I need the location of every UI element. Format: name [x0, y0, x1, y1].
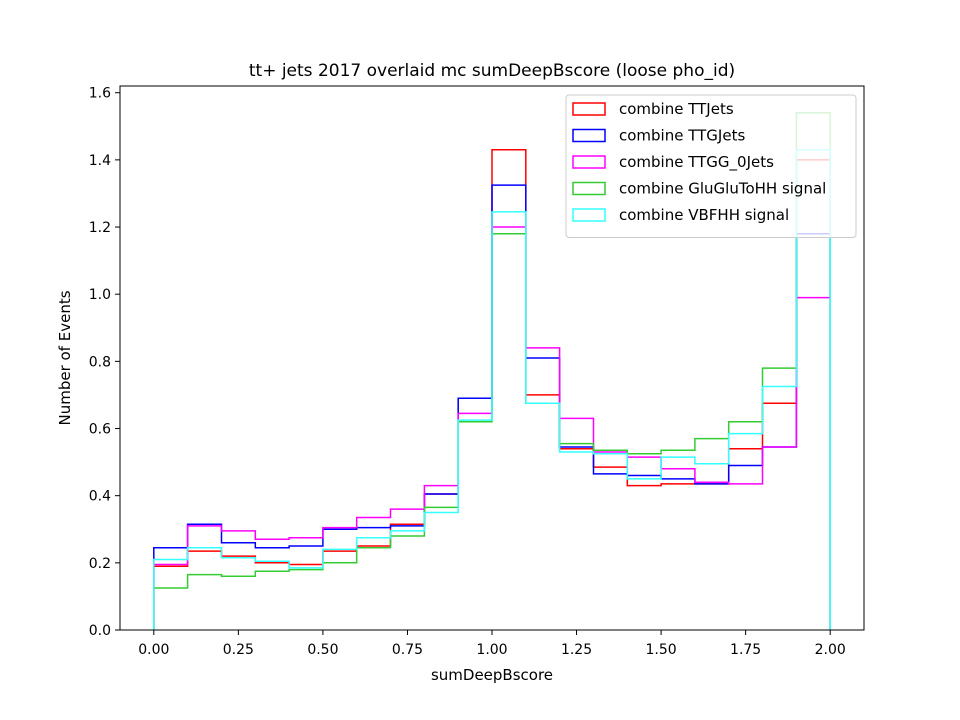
y-axis: 0.0 0.2 0.4 0.6 0.8 1.0 1.2 1.4 1.6 [89, 86, 120, 639]
x-tick-label: 1.75 [730, 642, 761, 658]
x-tick-label: 2.00 [815, 642, 846, 658]
x-tick-label: 1.00 [476, 642, 507, 658]
y-tick-label: 1.2 [89, 220, 111, 236]
y-tick-label: 0.4 [89, 489, 111, 505]
legend-label: combine GluGluToHH signal [619, 180, 826, 198]
legend-box [565, 94, 857, 238]
y-tick-label: 0.6 [89, 422, 111, 438]
legend-swatch [572, 208, 606, 222]
x-tick-label: 0.50 [307, 642, 338, 658]
x-tick-label: 0.00 [138, 642, 169, 658]
x-tick-label: 1.25 [561, 642, 592, 658]
x-tick-label: 0.25 [223, 642, 254, 658]
legend-swatch [572, 128, 606, 143]
series-line-4 [153, 149, 831, 630]
series-lines [153, 112, 831, 630]
legend-label: combine TTGG_0Jets [619, 153, 774, 172]
y-axis-label: Number of Events [56, 290, 74, 425]
legend-swatch [572, 155, 606, 169]
legend: combine TTJets combine TTGJets combine TTG… [565, 94, 857, 238]
legend-label: combine VBFHH signal [619, 206, 789, 224]
y-tick-label: 0.8 [89, 354, 111, 370]
legend-label: combine TTJets [619, 100, 734, 118]
x-tick-label: 1.50 [646, 642, 677, 658]
y-tick-label: 1.6 [89, 86, 111, 102]
x-axis-label: sumDeepBscore [431, 666, 553, 684]
y-tick-label: 1.0 [89, 287, 111, 303]
chart-title: tt+ jets 2017 overlaid mc sumDeepBscore … [249, 61, 735, 81]
x-tick-label: 0.75 [392, 642, 423, 658]
legend-swatch [572, 102, 606, 116]
x-axis: 0.00 0.25 0.50 0.75 1.00 1.25 1.50 1.75 2.00 [138, 630, 846, 658]
y-tick-label: 0.2 [89, 556, 111, 572]
legend-label: combine TTGJets [619, 127, 745, 145]
y-tick-label: 0.0 [89, 623, 111, 639]
y-tick-label: 1.4 [89, 153, 111, 169]
legend-swatch [572, 181, 606, 196]
